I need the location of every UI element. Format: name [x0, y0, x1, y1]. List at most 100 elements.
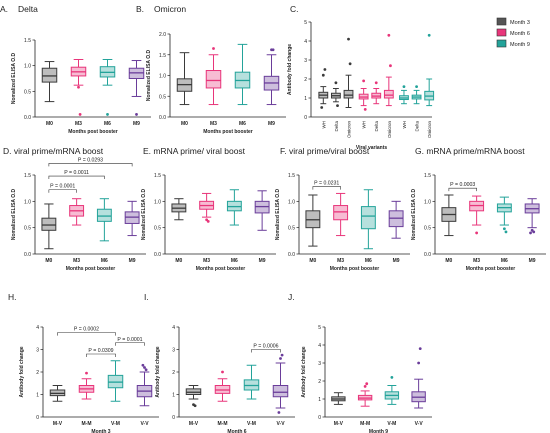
significance-bracket: P = 0.0002 [57, 327, 116, 336]
significance-bracket: P = 0.0011 [48, 170, 105, 180]
x-tick-label: M-V [334, 421, 344, 427]
y-tick-label: 0.5 [24, 226, 31, 232]
y-tick-label: 1 [318, 397, 321, 403]
y-tick-label: 0.0 [288, 252, 295, 258]
box-Delta [330, 81, 341, 107]
y-axis-label: Antibody fold change [19, 346, 25, 397]
x-tick-label: Delta [415, 121, 420, 132]
y-tick-label: 1.0 [24, 64, 31, 70]
x-tick-label: M-M [218, 421, 228, 427]
bracket-line [48, 175, 105, 180]
y-tick-label: 1.0 [424, 199, 431, 205]
outlier-point [374, 81, 378, 85]
box-M9 [263, 48, 280, 106]
x-axis-label: Months post booster [330, 266, 379, 272]
outlier-point [323, 68, 327, 71]
y-tick-label: 0.0 [159, 115, 166, 121]
y-tick-label: 1.0 [159, 74, 166, 80]
x-tick-label: M9 [129, 258, 136, 264]
y-tick-label: 2 [318, 379, 321, 385]
box-iqr [41, 217, 57, 231]
p-value-label: P = 0.0309 [88, 348, 113, 354]
box-iqr [96, 208, 112, 222]
panel-title: C. [290, 4, 299, 14]
box-iqr [383, 89, 394, 99]
y-tick-label: 1 [36, 393, 39, 399]
outlier-point [389, 64, 392, 68]
y-tick-label: 0.0 [24, 115, 31, 121]
y-tick-label: 1.0 [288, 199, 295, 205]
panel-subtitle: Omicron [154, 4, 186, 14]
outlier-point [390, 376, 394, 379]
y-tick-label: 0 [36, 415, 39, 421]
box-M-V [331, 392, 346, 405]
x-tick-label: V-V [276, 421, 285, 427]
x-tick-label: M9 [268, 121, 275, 127]
panel-I: I. 0 1 2 3 4 Antibody fold change M-V M-M V-M V-V M… [144, 292, 295, 433]
p-value-label: P = 0.0003 [450, 182, 475, 188]
panel-title: J. [288, 292, 295, 302]
y-tick-label: 0.5 [24, 89, 31, 95]
x-tick-label: M-V [189, 421, 199, 427]
box-V-M [107, 360, 124, 402]
y-tick-label: 1.5 [424, 173, 431, 179]
outlier-point [221, 370, 224, 374]
outlier-point [529, 231, 532, 235]
x-tick-label: M3 [73, 258, 80, 264]
panel-title: H. [8, 292, 17, 302]
legend-label: Month 9 [510, 42, 530, 48]
box-Omicron [424, 33, 435, 107]
p-value-label: P = 0.0001 [117, 337, 142, 343]
x-axis-label: Month 6 [227, 429, 246, 433]
x-tick-label: M0 [175, 258, 182, 264]
y-tick-label: 4 [36, 325, 39, 331]
outlier-point [475, 231, 479, 235]
box-Omicron [383, 33, 394, 107]
outlier-point [504, 230, 508, 234]
y-tick-label: 1.5 [288, 173, 295, 179]
box-iqr [272, 385, 289, 398]
box-M9 [254, 190, 270, 231]
legend-swatch [496, 39, 507, 48]
bracket-line [86, 353, 116, 357]
box-M6 [360, 189, 376, 250]
x-tick-label: M3 [210, 121, 217, 127]
y-axis-label: Antibody fold change [301, 346, 307, 397]
y-tick-label: 0.5 [159, 94, 166, 100]
x-tick-label: M6 [501, 258, 508, 264]
outlier-point [193, 404, 197, 408]
box-M-V [185, 385, 202, 408]
x-tick-label: M0 [309, 258, 316, 264]
outlier-point [135, 113, 138, 116]
panel-J: J. 0 1 2 3 4 5 Antibody fold change M-V M-M V-M V-V… [288, 292, 432, 433]
x-tick-label: M3 [473, 258, 480, 264]
x-tick-label: Delta [334, 121, 339, 132]
y-tick-label: 1.5 [24, 173, 31, 179]
box-M3 [70, 59, 87, 116]
bracket-line [312, 186, 341, 190]
y-tick-label: 3 [318, 361, 321, 367]
x-axis-label: Months post booster [68, 129, 117, 135]
x-tick-label: M6 [101, 258, 108, 264]
x-tick-label: M0 [45, 258, 52, 264]
x-tick-label: M3 [203, 258, 210, 264]
y-axis-label: Nomalized ELISA O.D [146, 50, 152, 102]
x-tick-label: V-M [387, 421, 396, 427]
box-M6 [496, 196, 512, 234]
box-Delta [371, 81, 382, 105]
y-tick-label: 2 [304, 77, 307, 83]
box-Delta [411, 85, 422, 105]
significance-bracket: P = 0.0293 [48, 157, 133, 167]
y-axis-label: Nomalized ELISA O.D [141, 189, 147, 241]
bracket-line [448, 187, 477, 192]
box-M0 [171, 198, 187, 221]
p-value-label: P = 0.0011 [64, 170, 89, 176]
x-axis-label: Viral variants [356, 145, 388, 151]
panel-E: E. mRNA prime/ viral boost 0.0 0.5 1.0 1.5 No… [141, 146, 276, 272]
y-tick-label: 5 [318, 325, 321, 331]
outlier-point [144, 368, 148, 372]
box-Omicron [343, 37, 354, 108]
x-tick-label: M6 [231, 258, 238, 264]
y-tick-label: 0 [172, 415, 175, 421]
x-tick-label: Omicron [347, 121, 352, 138]
